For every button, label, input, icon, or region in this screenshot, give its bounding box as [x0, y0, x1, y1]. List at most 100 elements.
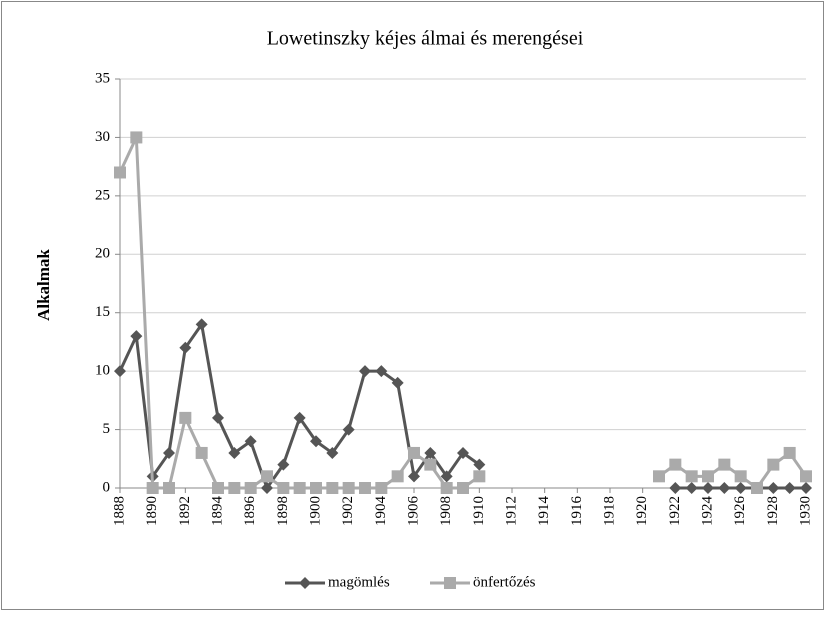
marker — [734, 482, 747, 494]
x-tick-label: 1896 — [242, 496, 258, 527]
marker — [444, 577, 456, 589]
marker — [783, 482, 796, 494]
y-tick-label: 5 — [103, 421, 111, 437]
x-tick-label: 1924 — [699, 496, 715, 527]
x-tick-label: 1928 — [765, 496, 781, 526]
marker — [653, 470, 665, 483]
marker — [179, 411, 192, 424]
x-tick-label: 1908 — [438, 496, 454, 526]
y-tick-label: 35 — [95, 70, 110, 86]
chart-title: Lowetinszky kéjes álmai és merengései — [267, 28, 584, 50]
marker — [299, 577, 311, 589]
x-tick-label: 1894 — [209, 496, 225, 527]
marker — [457, 446, 469, 459]
marker — [391, 470, 404, 483]
marker — [310, 435, 322, 448]
marker — [244, 482, 257, 494]
marker — [163, 482, 175, 494]
marker — [767, 458, 780, 471]
x-tick-label: 1900 — [307, 496, 323, 526]
marker — [293, 482, 306, 494]
marker — [244, 435, 257, 448]
marker — [228, 446, 241, 459]
y-tick-label: 10 — [95, 363, 110, 379]
x-tick-label: 1888 — [111, 496, 127, 526]
y-tick-label: 15 — [95, 304, 110, 320]
marker — [310, 482, 322, 494]
marker — [261, 470, 273, 483]
marker — [342, 423, 355, 436]
marker — [195, 318, 208, 331]
marker — [179, 341, 192, 354]
marker — [800, 470, 812, 483]
x-tick-label: 1926 — [732, 496, 748, 527]
marker — [163, 446, 175, 459]
x-tick-label: 1920 — [634, 496, 650, 526]
marker — [261, 482, 273, 494]
marker — [277, 482, 290, 494]
x-tick-label: 1898 — [275, 496, 291, 526]
x-tick-label: 1910 — [471, 496, 487, 526]
marker — [718, 458, 731, 471]
x-tick-label: 1914 — [536, 496, 552, 527]
y-tick-label: 20 — [95, 246, 110, 262]
y-tick-label: 25 — [95, 187, 110, 203]
marker — [424, 458, 437, 471]
x-tick-label: 1892 — [177, 496, 193, 526]
marker — [702, 470, 714, 483]
marker — [342, 482, 355, 494]
marker — [408, 470, 420, 483]
marker — [751, 482, 763, 494]
marker — [408, 446, 420, 459]
marker — [718, 482, 731, 494]
marker — [783, 446, 796, 459]
marker — [375, 482, 388, 494]
x-tick-label: 1912 — [503, 496, 519, 526]
marker — [359, 482, 371, 494]
x-tick-label: 1890 — [144, 496, 160, 526]
marker — [195, 446, 208, 459]
marker — [130, 131, 143, 144]
x-tick-label: 1930 — [797, 496, 813, 526]
marker — [375, 365, 388, 378]
marker — [228, 482, 241, 494]
marker — [130, 330, 143, 343]
marker — [212, 411, 224, 424]
x-tick-label: 1916 — [569, 496, 585, 527]
marker — [326, 482, 339, 494]
marker — [440, 470, 453, 483]
marker — [114, 166, 126, 179]
x-tick-label: 1902 — [340, 496, 356, 526]
marker — [391, 376, 404, 389]
marker — [473, 458, 486, 471]
x-tick-label: 1904 — [373, 496, 389, 527]
marker — [326, 446, 339, 459]
x-tick-label: 1906 — [405, 496, 421, 527]
marker — [359, 365, 371, 378]
marker — [293, 411, 306, 424]
marker — [767, 482, 780, 494]
marker — [685, 482, 698, 494]
legend-label: önfertőzés — [473, 574, 536, 590]
marker — [800, 482, 812, 494]
marker — [114, 365, 126, 378]
x-tick-label: 1918 — [601, 496, 617, 526]
y-tick-label: 30 — [95, 129, 110, 145]
x-tick-label: 1922 — [667, 496, 683, 526]
marker — [424, 446, 437, 459]
marker — [702, 482, 714, 494]
y-tick-label: 0 — [103, 479, 111, 495]
legend-label: magömlés — [328, 574, 390, 590]
marker — [277, 458, 290, 471]
marker — [457, 482, 469, 494]
marker — [440, 482, 453, 494]
marker — [473, 470, 486, 483]
marker — [734, 470, 747, 483]
marker — [669, 458, 682, 471]
marker — [685, 470, 698, 483]
y-axis-label: Alkalmak — [34, 249, 53, 321]
marker — [146, 482, 159, 494]
marker — [669, 482, 682, 494]
